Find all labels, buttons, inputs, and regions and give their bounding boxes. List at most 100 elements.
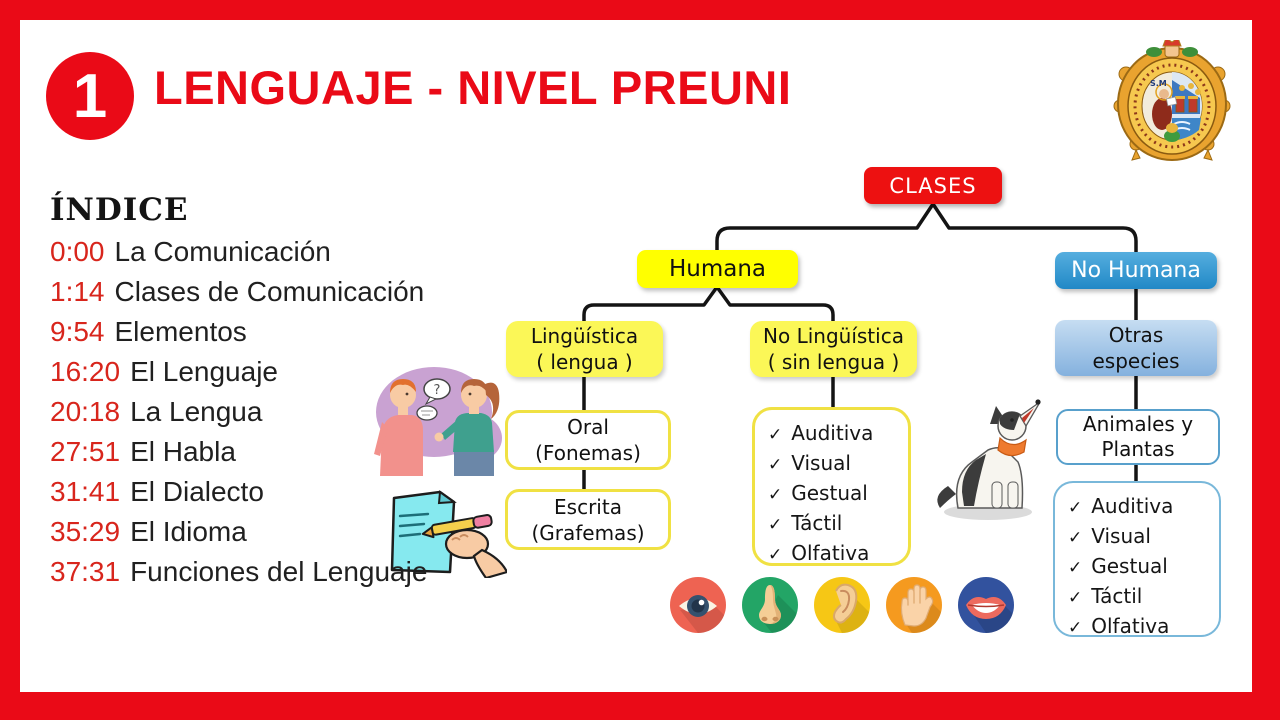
checklist-item-label: Visual [791,451,851,475]
node-label-line2: ( lengua ) [536,350,633,374]
node-otras-especies: Otras especies [1055,320,1217,376]
nose-icon [742,577,798,633]
step-number-badge: 1 [46,52,134,140]
index-timestamp: 31:41 [50,476,121,507]
index-timestamp: 35:29 [50,516,121,547]
ear-sense-image [814,577,870,633]
checklist: ✓ Auditiva ✓ Visual ✓ Gestual ✓ Táctil ✓ Olfa… [1055,483,1219,642]
hand-sense-image [886,577,942,633]
index-label: El Idioma [130,516,247,547]
people-talking-illustration: ? [358,360,510,480]
writing-hand-image [390,490,509,580]
node-label-line2: especies [1092,349,1180,373]
node-label-line2: Plantas [1101,437,1175,461]
node-label: CLASES [889,173,977,198]
node-linguistica: Lingüística ( lengua ) [506,321,663,377]
index-timestamp: 0:00 [50,236,105,267]
checklist-item-label: Auditiva [1091,494,1174,518]
checklist-animales-plantas: ✓ Auditiva ✓ Visual ✓ Gestual ✓ Táctil ✓ Olfa… [1053,481,1221,638]
node-animales-plantas: Animales y Plantas [1056,409,1220,465]
barking-dog-illustration [928,390,1053,526]
people-talking-image: ? [374,367,502,476]
index-timestamp: 1:14 [50,276,105,307]
node-label-line1: Lingüística [530,324,639,348]
index-section: ÍNDICE 0:00 La Comunicación 1:14 Clases de… [50,192,427,592]
index-item: 1:14 Clases de Comunicación [50,272,427,312]
checklist: ✓ Auditiva ✓ Visual ✓ Gestual ✓ Táctil ✓ Olfa… [755,410,908,569]
checklist-item: ✓ Olfativa [1068,612,1219,642]
index-list: 0:00 La Comunicación 1:14 Clases de Comuni… [50,232,427,592]
checklist-item: ✓ Visual [1068,522,1219,552]
checklist-item-label: Auditiva [791,421,874,445]
connector-humana-branch [582,285,835,323]
speech-bubble-question: ? [434,383,441,398]
index-item: 27:51 El Habla [50,432,427,472]
checklist-item-label: Olfativa [791,541,870,565]
nose-sense-image [742,577,798,633]
index-item: 16:20 El Lenguaje [50,352,427,392]
index-item: 31:41 El Dialecto [50,472,427,512]
checklist-item-label: Táctil [791,511,843,535]
index-label: Funciones del Lenguaje [130,556,428,587]
node-oral: Oral (Fonemas) [505,410,671,470]
index-item: 9:54 Elementos [50,312,427,352]
node-label-line1: Oral [567,415,609,439]
check-icon: ✓ [1068,498,1083,518]
node-humana: Humana [637,250,798,288]
index-timestamp: 16:20 [50,356,121,387]
index-label: El Habla [130,436,236,467]
index-timestamp: 20:18 [50,396,121,427]
check-icon: ✓ [1068,588,1083,608]
check-icon: ✓ [768,545,783,565]
page-title: LENGUAJE - NIVEL PREUNI [154,61,792,114]
eye-sense-image [670,577,726,633]
index-item: 37:31 Funciones del Lenguaje [50,552,427,592]
check-icon: ✓ [768,455,783,475]
check-icon: ✓ [768,485,783,505]
index-label: Clases de Comunicación [114,276,425,307]
checklist-no-linguistica: ✓ Auditiva ✓ Visual ✓ Gestual ✓ Táctil ✓ Olfa… [752,407,911,566]
node-label-line2: (Grafemas) [531,520,645,545]
node-label-line1: Otras [1108,323,1164,347]
check-icon: ✓ [1068,618,1083,638]
check-icon: ✓ [768,425,783,445]
checklist-item-label: Gestual [791,481,868,505]
index-label: La Lengua [130,396,263,427]
node-label-line2: (Fonemas) [535,441,641,465]
node-no-linguistica: No Lingüística ( sin lengua ) [750,321,917,377]
checklist-item: ✓ Gestual [1068,552,1219,582]
crest-icon: S.M [1113,37,1231,161]
mouth-icon [958,577,1014,633]
index-label: Elementos [114,316,247,347]
index-item: 20:18 La Lengua [50,392,427,432]
barking-dog-image [937,399,1041,520]
index-label: La Comunicación [114,236,331,267]
check-icon: ✓ [768,515,783,535]
ear-icon [814,577,870,633]
checklist-item-label: Olfativa [1091,614,1170,638]
node-label: No Humana [1071,258,1201,283]
node-clases: CLASES [864,167,1002,204]
node-label-line2: ( sin lengua ) [767,350,900,374]
checklist-item: ✓ Olfativa [768,539,908,569]
step-number: 1 [72,61,108,131]
check-icon: ✓ [1068,528,1083,548]
node-no-humana: No Humana [1055,252,1217,289]
university-crest-logo: S.M [1112,37,1232,166]
node-label-line1: No Lingüística [763,324,904,348]
checklist-item-label: Gestual [1091,554,1168,578]
checklist-item: ✓ Auditiva [1068,492,1219,522]
connector-clases-branch [715,202,1138,254]
eye-icon [670,577,726,633]
mouth-sense-image [958,577,1014,633]
index-label: El Lenguaje [130,356,278,387]
checklist-item: ✓ Táctil [768,509,908,539]
index-timestamp: 9:54 [50,316,105,347]
checklist-item: ✓ Gestual [768,479,908,509]
node-escrita: Escrita (Grafemas) [505,489,671,550]
checklist-item: ✓ Visual [768,449,908,479]
hand-icon [886,577,942,633]
index-heading: ÍNDICE [50,192,189,228]
